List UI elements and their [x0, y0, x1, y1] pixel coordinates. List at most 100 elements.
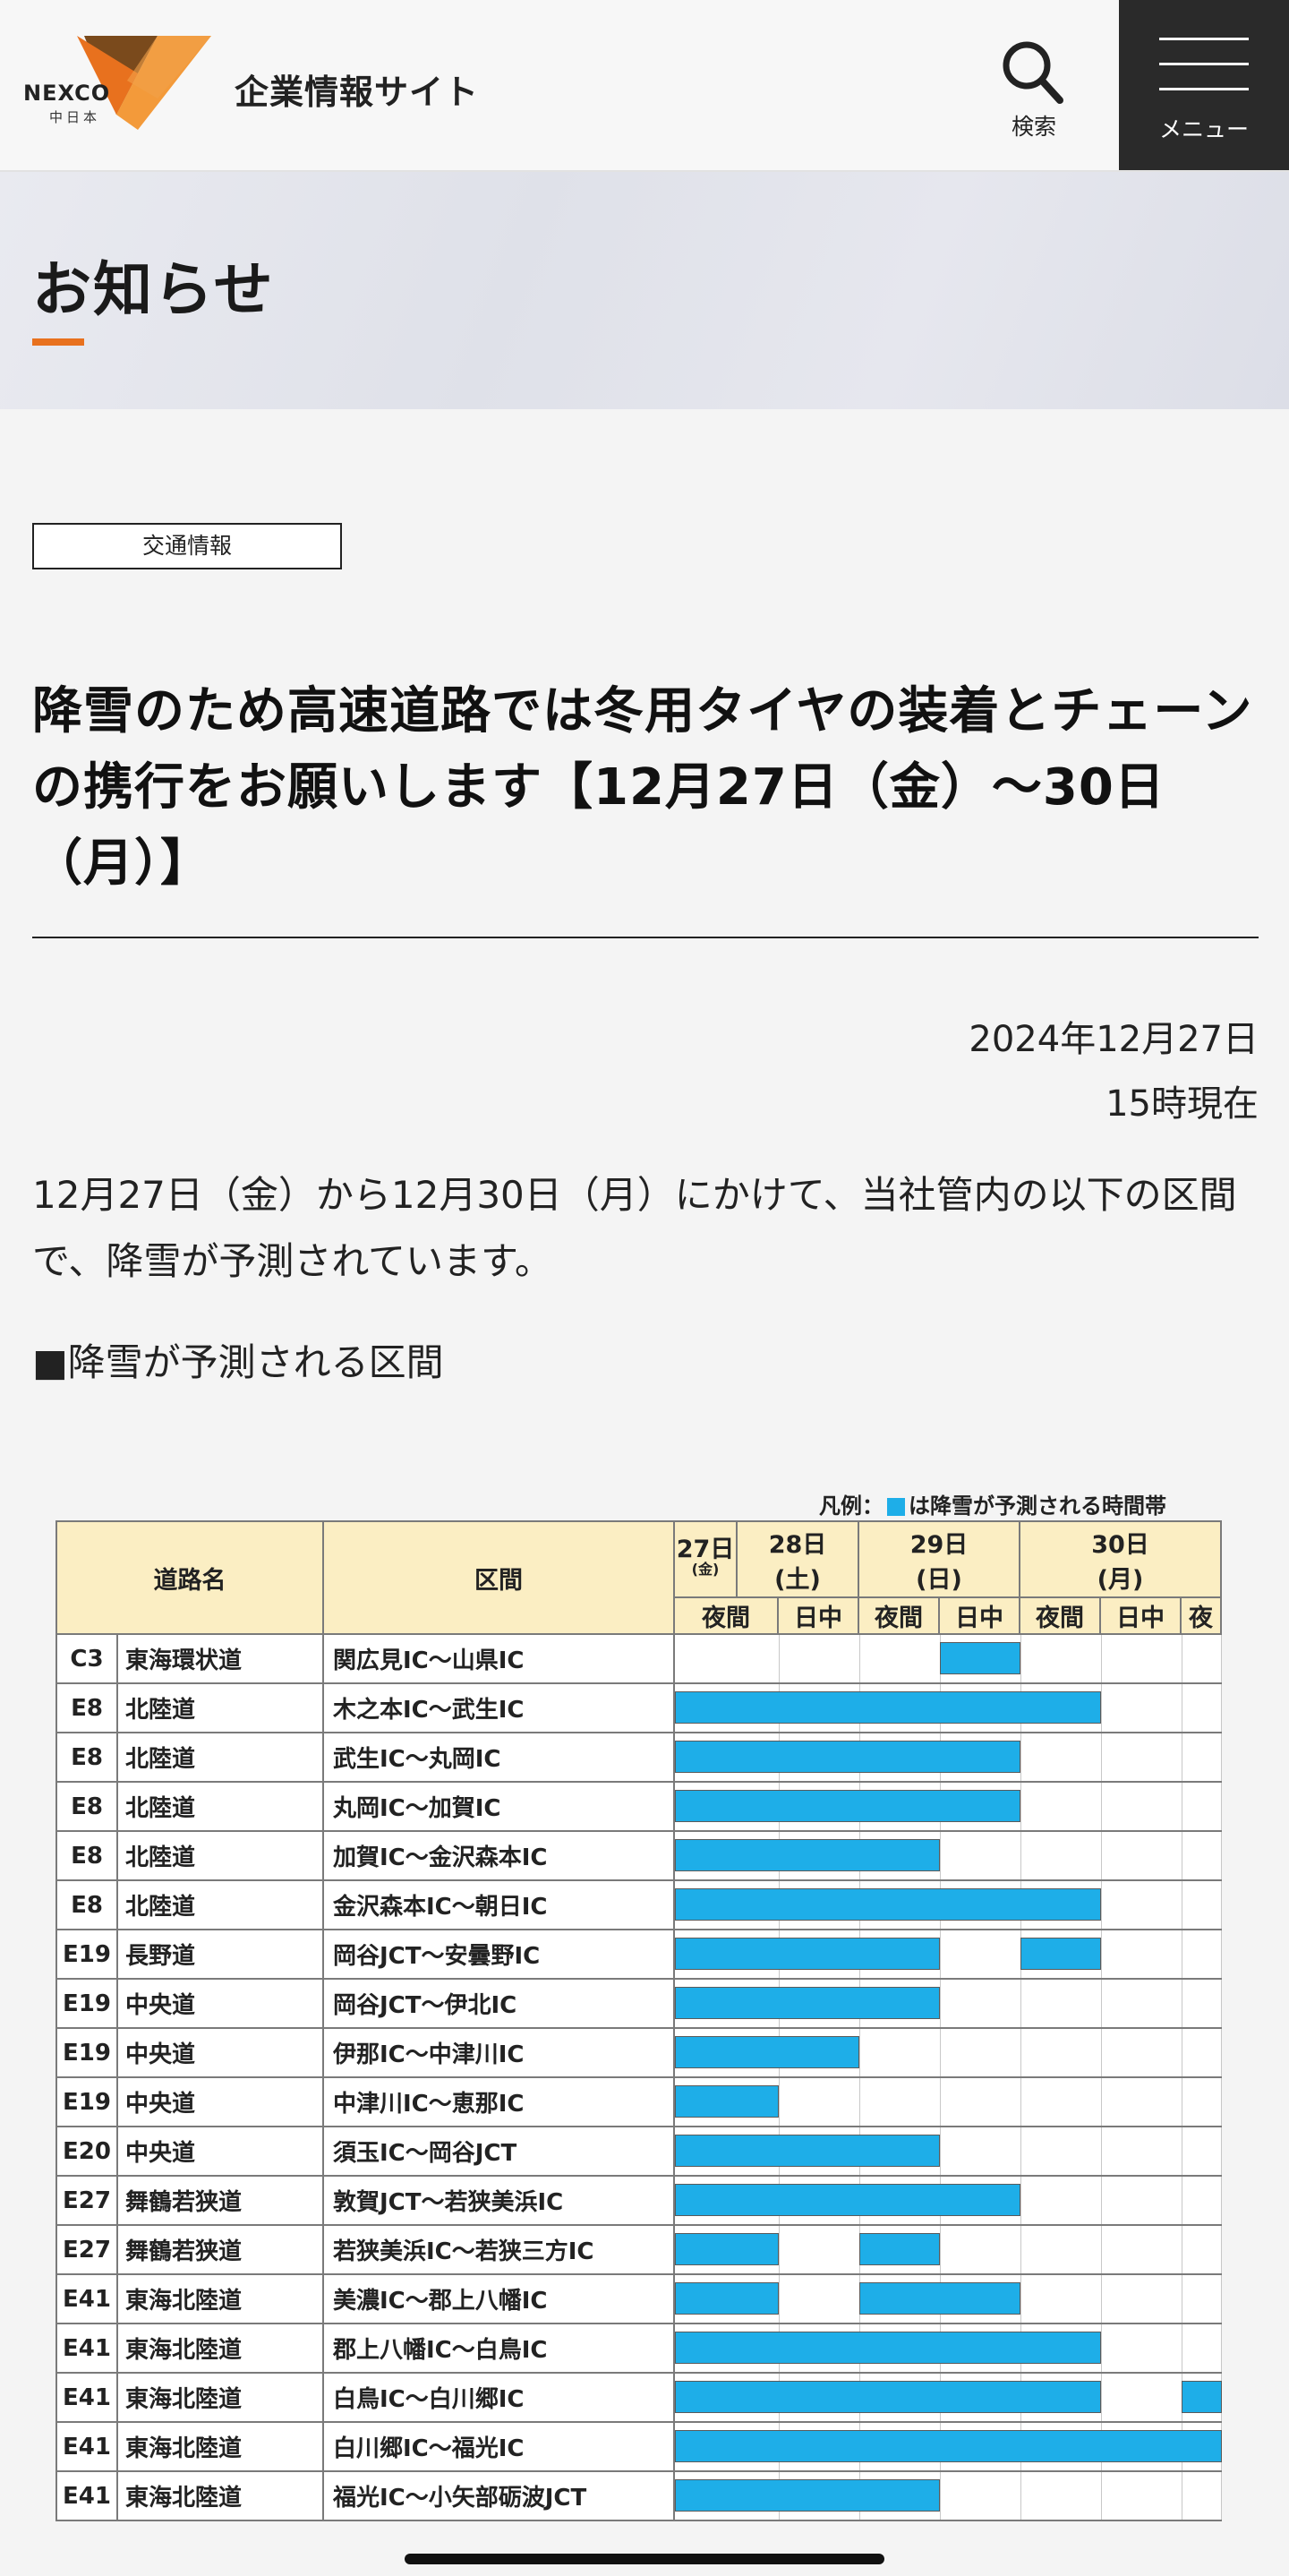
day-header-30: 30日 (月) [1019, 1520, 1222, 1598]
forecast-timeline [673, 1781, 1222, 1832]
slot-divider [940, 2078, 941, 2126]
table-legend: 凡例： は降雪が予測される時間帯 [819, 1488, 1166, 1519]
slot-header: 夜間 [673, 1596, 779, 1635]
slot-divider [1101, 1783, 1102, 1830]
forecast-timeline [673, 2470, 1222, 2521]
road-name: 中央道 [116, 1978, 324, 2029]
section-name: 木之本IC～武生IC [322, 1682, 675, 1733]
road-name: 東海北陸道 [116, 2273, 324, 2324]
category-tag[interactable]: 交通情報 [32, 523, 342, 569]
forecast-timeline [673, 2323, 1222, 2374]
forecast-timeline [673, 2175, 1222, 2226]
menu-button[interactable]: メニュー [1119, 0, 1289, 170]
snow-period-bar [675, 1691, 1101, 1724]
snow-period-bar [675, 2381, 1101, 2413]
snow-period-bar [675, 1938, 940, 1970]
table-row: E19 中央道 中津川IC～恵那IC [55, 2076, 1222, 2127]
slot-divider [1101, 2029, 1102, 2076]
slot-divider [940, 2127, 941, 2175]
snow-period-bar [675, 2135, 940, 2167]
nexco-logo[interactable]: NEXCO 中日本 [0, 0, 224, 170]
road-code: E41 [55, 2273, 118, 2324]
slot-divider [1020, 1832, 1021, 1879]
table-row: E19 中央道 岡谷JCT～伊北IC [55, 1978, 1222, 2029]
road-code: E8 [55, 1830, 118, 1881]
forecast-timeline [673, 2273, 1222, 2324]
snow-period-bar [1020, 1938, 1101, 1970]
slot-divider [1020, 1980, 1021, 2027]
forecast-timeline [673, 2224, 1222, 2275]
day-header-28: 28日 (土) [736, 1520, 859, 1598]
slot-header: 夜間 [858, 1596, 940, 1635]
road-code: E8 [55, 1879, 118, 1930]
legend-swatch [887, 1498, 905, 1516]
slot-divider [940, 1832, 941, 1879]
slot-divider [1020, 1733, 1021, 1781]
section-name: 若狭美浜IC～若狭三方IC [322, 2224, 675, 2275]
slot-divider [1020, 2029, 1021, 2076]
section-name: 岡谷JCT～伊北IC [322, 1978, 675, 2029]
forecast-timeline [673, 2126, 1222, 2177]
snow-period-bar [675, 2085, 779, 2118]
section-name: 美濃IC～郡上八幡IC [322, 2273, 675, 2324]
slot-divider [779, 2078, 780, 2126]
table-row: E8 北陸道 加賀IC～金沢森本IC [55, 1830, 1222, 1881]
slot-divider [1101, 2275, 1102, 2323]
nexco-logo-mark-icon [77, 36, 211, 130]
slot-divider [1101, 2078, 1102, 2126]
road-code: E19 [55, 1929, 118, 1980]
section-name: 白鳥IC～白川郷IC [322, 2372, 675, 2423]
slot-divider [779, 2275, 780, 2323]
road-name: 中央道 [116, 2126, 324, 2177]
slot-divider [1020, 2078, 1021, 2126]
search-label: 検索 [1011, 114, 1056, 140]
publish-date: 2024年12月27日 [969, 1019, 1259, 1060]
page-title: お知らせ [32, 255, 275, 324]
road-code: C3 [55, 1633, 118, 1684]
road-name-header: 道路名 [55, 1520, 324, 1635]
publish-time: 15時現在 [1105, 1083, 1259, 1125]
road-name: 東海北陸道 [116, 2372, 324, 2423]
section-name: 加賀IC～金沢森本IC [322, 1830, 675, 1881]
snow-period-bar [675, 2430, 1222, 2462]
slot-divider [1101, 1980, 1102, 2027]
snow-period-bar [675, 1987, 940, 2019]
forecast-timeline [673, 1830, 1222, 1881]
slot-divider [1020, 2226, 1021, 2273]
section-header: 区間 [322, 1520, 675, 1635]
heading-accent-bar [32, 338, 84, 346]
slot-divider [859, 2029, 860, 2076]
road-name: 長野道 [116, 1929, 324, 1980]
slot-divider [1101, 2472, 1102, 2520]
snow-period-bar [675, 2233, 779, 2265]
search-button[interactable]: 検索 [985, 27, 1083, 152]
menu-label: メニュー [1158, 116, 1249, 142]
home-indicator [405, 2554, 884, 2564]
road-name: 東海環状道 [116, 1633, 324, 1684]
slot-divider [1020, 1635, 1021, 1682]
road-name: 中央道 [116, 2027, 324, 2078]
slot-divider [1101, 1832, 1102, 1879]
section-name: 丸岡IC～加賀IC [322, 1781, 675, 1832]
site-title[interactable]: 企業情報サイト [235, 73, 480, 112]
slot-divider [1101, 1881, 1102, 1929]
slot-divider [1020, 1783, 1021, 1830]
road-name: 東海北陸道 [116, 2323, 324, 2374]
slot-divider [779, 2226, 780, 2273]
snow-period-bar [859, 2233, 940, 2265]
site-header: NEXCO 中日本 企業情報サイト 検索 メニュー [0, 0, 1289, 172]
slot-divider [940, 2029, 941, 2076]
road-name: 中央道 [116, 2076, 324, 2127]
road-name: 舞鶴若狭道 [116, 2224, 324, 2275]
slot-header: 夜間 [1019, 1596, 1101, 1635]
table-row: E41 東海北陸道 郡上八幡IC～白鳥IC [55, 2323, 1222, 2374]
slot-header: 日中 [777, 1596, 859, 1635]
forecast-timeline [673, 2421, 1222, 2472]
section-name: 白川郷IC～福光IC [322, 2421, 675, 2472]
section-name: 敦賀JCT～若狭美浜IC [322, 2175, 675, 2226]
table-row: E27 舞鶴若狭道 敦賀JCT～若狭美浜IC [55, 2175, 1222, 2226]
legend-prefix: 凡例： [819, 1493, 884, 1519]
snow-forecast-table: 道路名 区間 27日 (金) 28日 (土) 29日 (日) 30日 (月) 夜間 日中… [55, 1520, 1222, 2521]
table-row: E41 東海北陸道 福光IC～小矢部砺波JCT [55, 2470, 1222, 2521]
table-row: E8 北陸道 丸岡IC～加賀IC [55, 1781, 1222, 1832]
